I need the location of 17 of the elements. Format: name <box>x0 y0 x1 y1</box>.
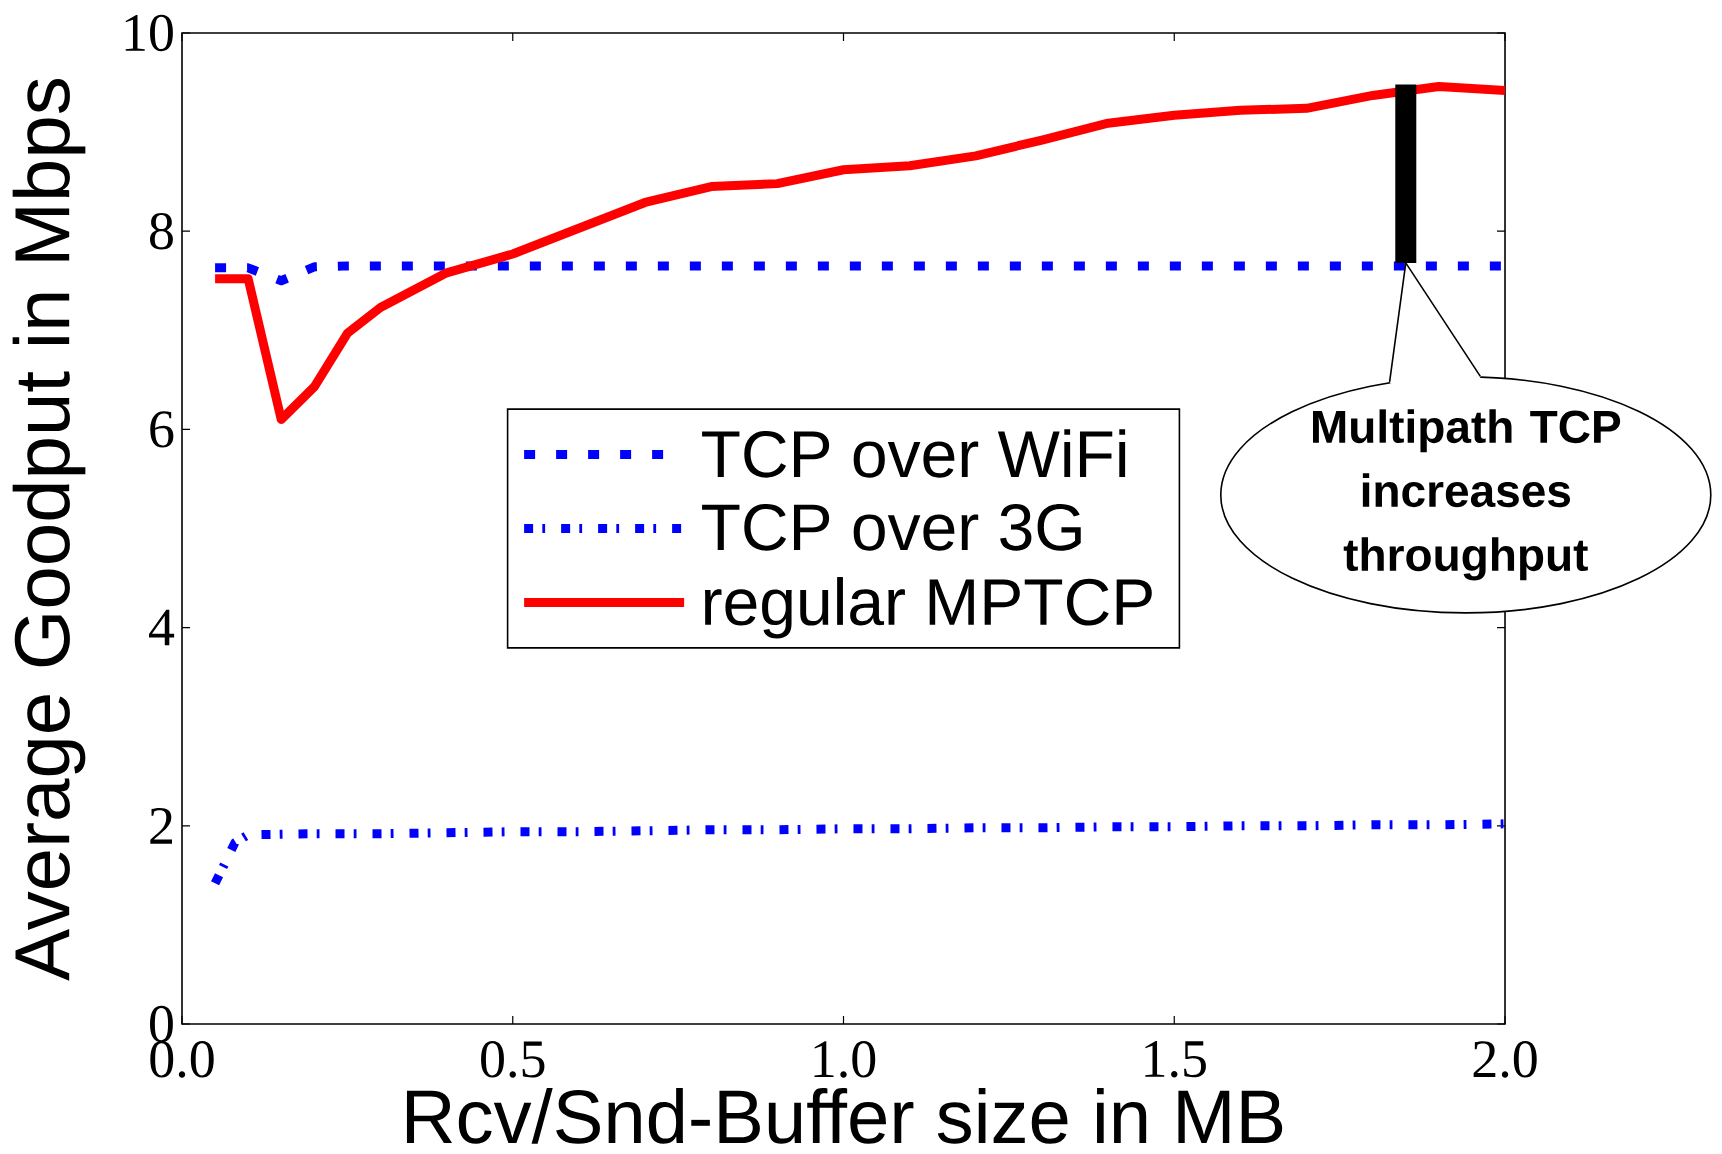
y-tick-label: 10 <box>125 14 173 52</box>
x-tick-label: 0.0 <box>150 1041 214 1078</box>
y-tick-label: 6 <box>150 411 174 448</box>
x-tick-label: 1.5 <box>1145 1041 1206 1078</box>
y-axis-title: Average Goodput in Mbps <box>12 79 86 981</box>
x-axis-title: Rcv/Snd-Buffer size in MB <box>406 1087 1283 1144</box>
x-tick-label: 2.0 <box>1473 1041 1537 1078</box>
annotation: Multipath TCP increases throughput <box>1312 409 1621 581</box>
legend-label: TCP over 3G <box>702 503 1081 551</box>
x-tick-label: 0.5 <box>481 1041 545 1078</box>
y-tick-label: 0 <box>150 1005 173 1043</box>
x-tick-label: 1.0 <box>814 1041 876 1078</box>
legend-label: regular MPTCP <box>704 577 1152 639</box>
y-tick-label: 8 <box>150 212 173 250</box>
y-tick-label: 4 <box>149 609 175 646</box>
legend-label: TCP over WiFi <box>702 429 1126 478</box>
y-tick-label: 2 <box>150 807 172 844</box>
